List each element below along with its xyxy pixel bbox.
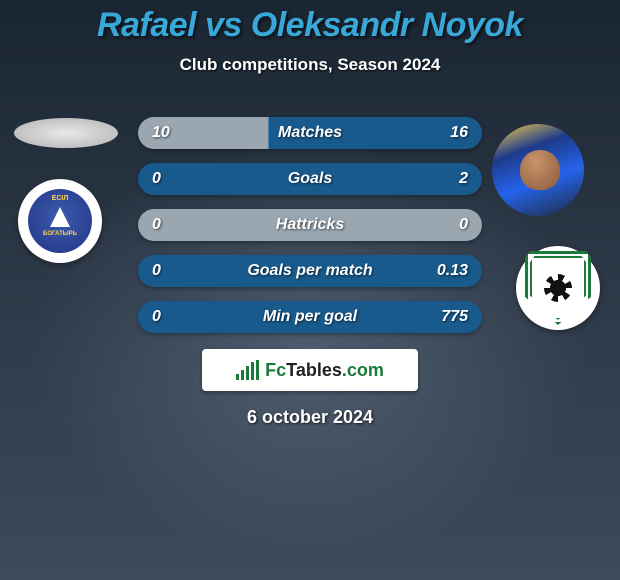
stat-value-right: 2 bbox=[428, 170, 468, 188]
stat-label: Goals bbox=[288, 170, 332, 188]
stat-value-right: 16 bbox=[428, 124, 468, 142]
fctables-logo: FcTables.com bbox=[202, 349, 418, 391]
stat-label: Goals per match bbox=[247, 262, 372, 280]
stat-label: Matches bbox=[278, 124, 342, 142]
stat-value-right: 0 bbox=[428, 216, 468, 234]
page-title: Rafael vs Oleksandr Noyok bbox=[0, 0, 620, 45]
stat-value-right: 0.13 bbox=[428, 262, 468, 280]
infographic-content: Rafael vs Oleksandr Noyok Club competiti… bbox=[0, 0, 620, 580]
club-left-text-top: ЕСІЛ bbox=[52, 195, 69, 202]
date: 6 october 2024 bbox=[0, 407, 620, 428]
stat-value-left: 0 bbox=[152, 308, 192, 326]
player-photo-left bbox=[14, 118, 118, 148]
stat-value-left: 0 bbox=[152, 262, 192, 280]
logo-text-a: Fc bbox=[265, 360, 286, 380]
logo-bars-icon bbox=[236, 360, 259, 380]
logo-text-c: .com bbox=[342, 360, 384, 380]
stat-row: 0 Min per goal 775 bbox=[138, 301, 482, 333]
subtitle: Club competitions, Season 2024 bbox=[0, 55, 620, 75]
logo-text: FcTables.com bbox=[265, 360, 384, 381]
club-left-text-mid: БОГАТЫРЬ bbox=[43, 231, 77, 237]
stat-value-left: 10 bbox=[152, 124, 192, 142]
stat-label: Min per goal bbox=[263, 308, 357, 326]
stat-row: 10 Matches 16 bbox=[138, 117, 482, 149]
stat-value-left: 0 bbox=[152, 216, 192, 234]
club-crest-right bbox=[525, 251, 591, 325]
club-badge-right bbox=[516, 246, 600, 330]
stat-row: 0 Goals per match 0.13 bbox=[138, 255, 482, 287]
player-photo-right bbox=[492, 124, 584, 216]
stat-row: 0 Hattricks 0 bbox=[138, 209, 482, 241]
stat-label: Hattricks bbox=[276, 216, 344, 234]
stat-value-left: 0 bbox=[152, 170, 192, 188]
club-crest-left: ЕСІЛ БОГАТЫРЬ bbox=[28, 189, 92, 253]
logo-text-b: Tables bbox=[286, 360, 342, 380]
stat-value-right: 775 bbox=[428, 308, 468, 326]
club-badge-left: ЕСІЛ БОГАТЫРЬ bbox=[18, 179, 102, 263]
stat-row: 0 Goals 2 bbox=[138, 163, 482, 195]
